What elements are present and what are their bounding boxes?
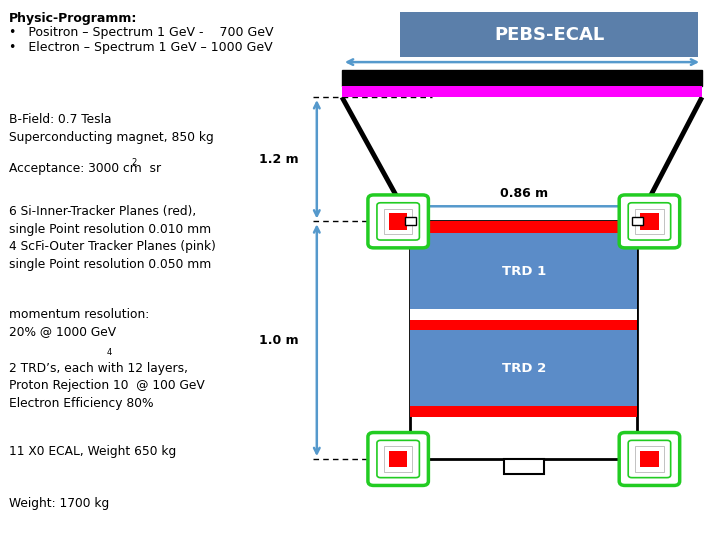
FancyBboxPatch shape (619, 433, 680, 485)
FancyBboxPatch shape (400, 12, 698, 57)
Bar (384, 208, 413, 234)
Text: •   Electron – Spectrum 1 GeV – 1000 GeV: • Electron – Spectrum 1 GeV – 1000 GeV (9, 41, 273, 54)
Text: B-Field: 0.7 Tesla
Superconducting magnet, 850 kg: B-Field: 0.7 Tesla Superconducting magne… (9, 113, 214, 144)
Bar (410, 221, 637, 233)
Text: Physic-Programm:: Physic-Programm: (9, 12, 138, 25)
Text: Weight: 1700 kg: Weight: 1700 kg (9, 497, 109, 510)
Text: 4: 4 (107, 348, 112, 357)
FancyBboxPatch shape (629, 202, 670, 240)
Text: 1.2 m: 1.2 m (259, 153, 299, 166)
Text: PEBS-ECAL: PEBS-ECAL (494, 25, 604, 44)
Text: 11 X0 ECAL, Weight 650 kg: 11 X0 ECAL, Weight 650 kg (9, 446, 176, 458)
Text: momentum resolution:
20% @ 1000 GeV: momentum resolution: 20% @ 1000 GeV (9, 308, 150, 338)
Bar (410, 330, 637, 406)
Bar (635, 208, 664, 234)
Bar (342, 86, 702, 97)
Bar (410, 320, 637, 330)
Bar (410, 233, 637, 309)
Text: 2: 2 (132, 158, 137, 167)
Bar (405, 217, 416, 226)
Text: Acceptance: 3000 cm  sr: Acceptance: 3000 cm sr (9, 162, 161, 175)
Bar (389, 450, 408, 468)
Text: 2.0 m: 2.0 m (502, 43, 542, 56)
Bar (635, 446, 664, 472)
Bar (632, 217, 643, 226)
FancyBboxPatch shape (377, 440, 419, 478)
Text: TRD 1: TRD 1 (502, 265, 546, 278)
Text: TRD 2: TRD 2 (502, 362, 546, 375)
Bar (342, 70, 702, 86)
Bar (504, 459, 544, 474)
Text: 1.0 m: 1.0 m (259, 334, 299, 347)
FancyBboxPatch shape (368, 195, 428, 248)
Text: 2 TRD’s, each with 12 layers,
Proton Rejection 10  @ 100 GeV
Electron Efficiency: 2 TRD’s, each with 12 layers, Proton Rej… (9, 362, 205, 410)
Text: 0.86 m: 0.86 m (500, 187, 548, 200)
Bar (384, 446, 413, 472)
FancyBboxPatch shape (368, 433, 428, 485)
FancyBboxPatch shape (629, 440, 670, 478)
FancyBboxPatch shape (377, 202, 419, 240)
FancyBboxPatch shape (619, 195, 680, 248)
Bar (389, 213, 408, 230)
Bar (640, 450, 659, 468)
Bar (410, 221, 637, 459)
Bar (410, 406, 637, 417)
Text: •   Positron – Spectrum 1 GeV -    700 GeV: • Positron – Spectrum 1 GeV - 700 GeV (9, 26, 274, 39)
Bar (640, 213, 659, 230)
Bar (410, 309, 637, 320)
Text: 6 Si-Inner-Tracker Planes (red),
single Point resolution 0.010 mm
4 ScFi-Outer T: 6 Si-Inner-Tracker Planes (red), single … (9, 205, 216, 271)
